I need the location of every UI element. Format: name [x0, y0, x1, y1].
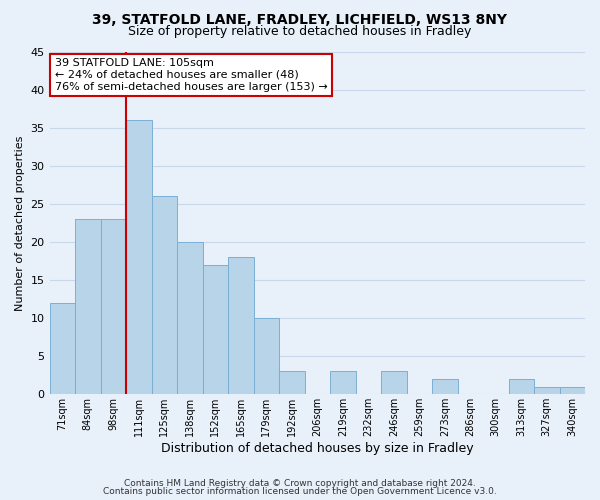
- Bar: [254, 318, 279, 394]
- Text: 39 STATFOLD LANE: 105sqm
← 24% of detached houses are smaller (48)
76% of semi-d: 39 STATFOLD LANE: 105sqm ← 24% of detach…: [55, 58, 328, 92]
- Bar: [75, 219, 101, 394]
- Text: Contains HM Land Registry data © Crown copyright and database right 2024.: Contains HM Land Registry data © Crown c…: [124, 478, 476, 488]
- Bar: [381, 372, 407, 394]
- Bar: [432, 379, 458, 394]
- Bar: [330, 372, 356, 394]
- Bar: [509, 379, 534, 394]
- Text: Size of property relative to detached houses in Fradley: Size of property relative to detached ho…: [128, 25, 472, 38]
- Bar: [126, 120, 152, 394]
- Bar: [560, 386, 585, 394]
- Text: 39, STATFOLD LANE, FRADLEY, LICHFIELD, WS13 8NY: 39, STATFOLD LANE, FRADLEY, LICHFIELD, W…: [92, 12, 508, 26]
- Bar: [279, 372, 305, 394]
- Bar: [228, 257, 254, 394]
- Bar: [152, 196, 177, 394]
- Bar: [50, 303, 75, 394]
- Y-axis label: Number of detached properties: Number of detached properties: [15, 135, 25, 310]
- Bar: [534, 386, 560, 394]
- Text: Contains public sector information licensed under the Open Government Licence v3: Contains public sector information licen…: [103, 487, 497, 496]
- Bar: [203, 265, 228, 394]
- X-axis label: Distribution of detached houses by size in Fradley: Distribution of detached houses by size …: [161, 442, 473, 455]
- Bar: [177, 242, 203, 394]
- Bar: [101, 219, 126, 394]
